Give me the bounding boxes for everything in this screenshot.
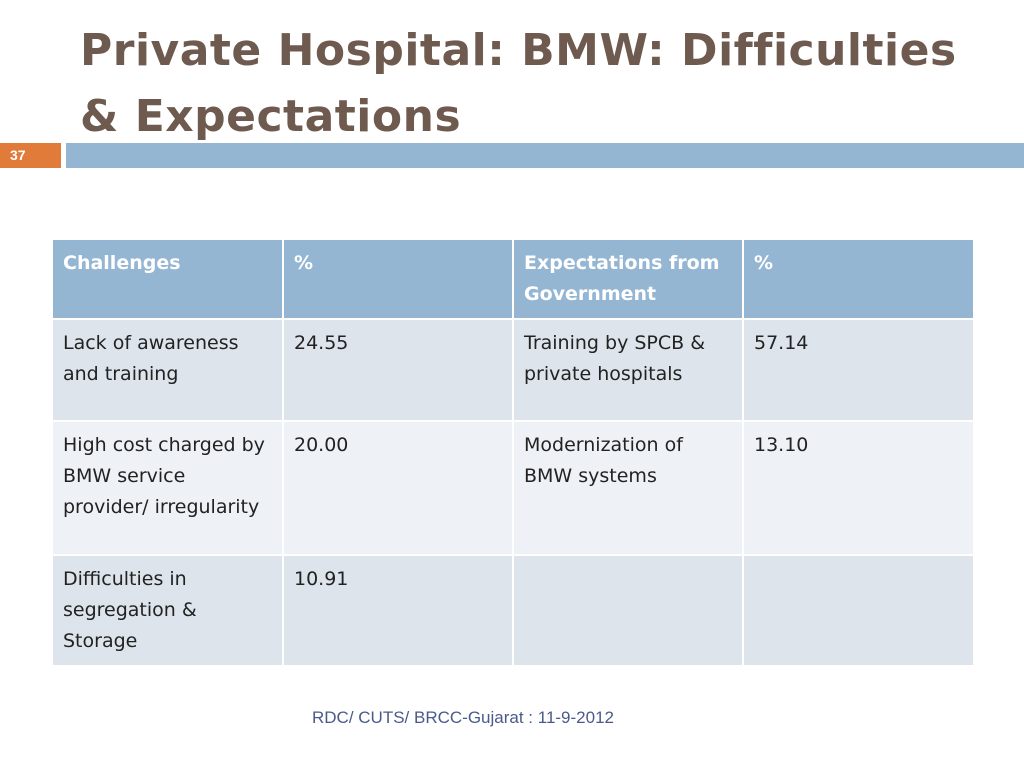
table-cell: Training by SPCB & private hospitals xyxy=(512,318,744,422)
table-cell xyxy=(512,554,744,667)
challenges-expectations-table: Challenges % Expectations from Governmen… xyxy=(51,238,975,667)
table-cell: High cost charged by BMW service provide… xyxy=(51,420,284,556)
table-cell xyxy=(742,554,975,667)
slide-title: Private Hospital: BMW: Difficulties & Ex… xyxy=(80,25,957,142)
slide-footer: RDC/ CUTS/ BRCC-Gujarat : 11-9-2012 xyxy=(312,708,614,727)
header-challenges: Challenges xyxy=(51,238,284,320)
table-row: Lack of awareness and training 24.55 Tra… xyxy=(51,318,975,422)
table-cell: Modernization of BMW systems xyxy=(512,420,744,556)
table-row: High cost charged by BMW service provide… xyxy=(51,420,975,556)
table-cell: Difficulties in segregation & Storage xyxy=(51,554,284,667)
header-expectations-percent: % xyxy=(742,238,975,320)
table-cell: Lack of awareness and training xyxy=(51,318,284,422)
table-cell: 24.55 xyxy=(282,318,514,422)
table-header-row: Challenges % Expectations from Governmen… xyxy=(51,238,975,320)
title-accent-bar xyxy=(66,143,1024,168)
header-expectations: Expectations from Government xyxy=(512,238,744,320)
table-cell: 13.10 xyxy=(742,420,975,556)
header-challenges-percent: % xyxy=(282,238,514,320)
table-cell: 10.91 xyxy=(282,554,514,667)
table-row: Difficulties in segregation & Storage 10… xyxy=(51,554,975,667)
table-cell: 20.00 xyxy=(282,420,514,556)
table-cell: 57.14 xyxy=(742,318,975,422)
slide-number: 37 xyxy=(0,143,61,168)
